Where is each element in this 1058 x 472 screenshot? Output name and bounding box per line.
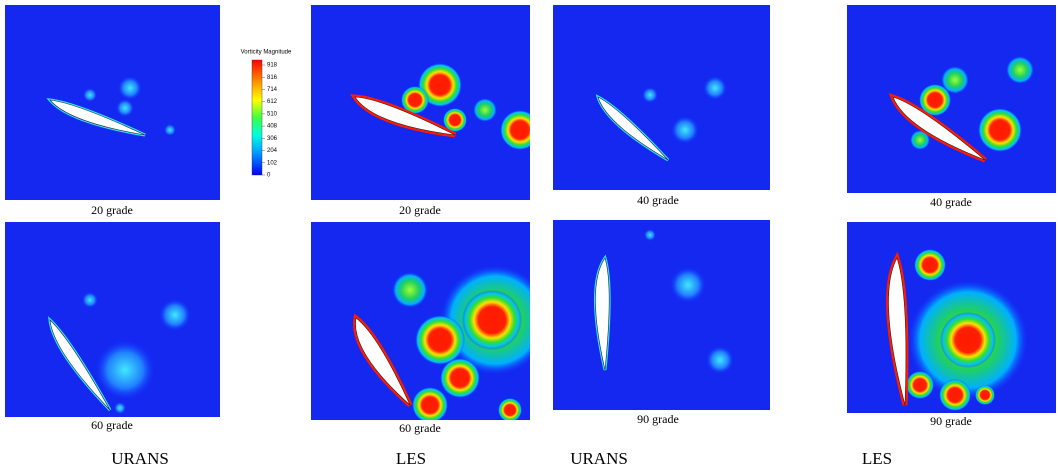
column-label: URANS: [111, 449, 169, 468]
colorbar-tick-label: 714: [267, 87, 278, 93]
panel-caption: 90 grade: [637, 412, 679, 426]
vorticity-panel: [553, 5, 770, 190]
panel-caption: 60 grade: [91, 418, 133, 432]
vorticity-panel: [553, 220, 770, 410]
vortex: [1006, 56, 1034, 84]
panel-caption: 90 grade: [930, 414, 972, 428]
vortex: [670, 267, 706, 303]
colorbar-tick-label: 0: [267, 173, 271, 179]
vortex: [906, 371, 934, 399]
vortex: [164, 124, 176, 136]
panel-caption: 40 grade: [637, 193, 679, 207]
colorbar-tick-label: 204: [267, 148, 278, 154]
vortex: [82, 292, 98, 308]
colorbar: [252, 60, 262, 175]
vortex: [114, 402, 126, 414]
panel-background: [5, 5, 220, 200]
panel-background: [847, 5, 1056, 193]
vorticity-panel: [311, 222, 550, 423]
vortex: [642, 87, 658, 103]
vorticity-panel: [5, 5, 220, 200]
vortex: [914, 249, 946, 281]
vortex: [706, 346, 734, 374]
vorticity-panel: [5, 222, 220, 417]
panel-background: [553, 5, 770, 190]
vortex: [473, 98, 497, 122]
vortex: [498, 398, 522, 422]
panel-caption: 20 grade: [399, 203, 441, 217]
vortex: [703, 76, 727, 100]
colorbar-tick-label: 306: [267, 136, 278, 142]
colorbar-tick-label: 408: [267, 124, 278, 130]
colorbar-tick-label: 102: [267, 160, 278, 166]
vorticity-panel: [847, 5, 1056, 193]
column-label: LES: [862, 449, 892, 468]
vortex: [159, 299, 191, 331]
vortex: [116, 99, 134, 117]
column-label: LES: [396, 449, 426, 468]
colorbar-title: Vorticity Magnitude: [241, 50, 292, 56]
vortex: [392, 272, 428, 308]
vortex: [940, 312, 996, 368]
vorticity-panel: [847, 222, 1056, 413]
panel-caption: 60 grade: [399, 421, 441, 435]
vorticity-panel: [311, 5, 540, 200]
figure: 20 grade 20 grade 40 grade 40 grade 60 grade…: [0, 0, 1058, 472]
vortex: [941, 66, 969, 94]
vortex: [440, 358, 480, 398]
vortex: [118, 76, 142, 100]
vortex: [462, 290, 522, 350]
vortex: [644, 229, 656, 241]
vortex: [415, 315, 465, 365]
vortex: [939, 379, 971, 411]
panel-caption: 20 grade: [91, 203, 133, 217]
colorbar-tick-label: 612: [267, 99, 278, 105]
colorbar-tick-label: 918: [267, 63, 278, 69]
vortex: [978, 108, 1022, 152]
vortex: [500, 110, 540, 150]
vortex: [671, 116, 699, 144]
vortex: [95, 340, 155, 400]
colorbar-tick-label: 816: [267, 75, 278, 81]
panel-background: [553, 220, 770, 410]
vortex: [975, 385, 995, 405]
vortex: [412, 387, 448, 423]
column-label: URANS: [570, 449, 628, 468]
colorbar-tick-label: 510: [267, 111, 278, 117]
vortex: [83, 88, 97, 102]
panel-caption: 40 grade: [930, 195, 972, 209]
